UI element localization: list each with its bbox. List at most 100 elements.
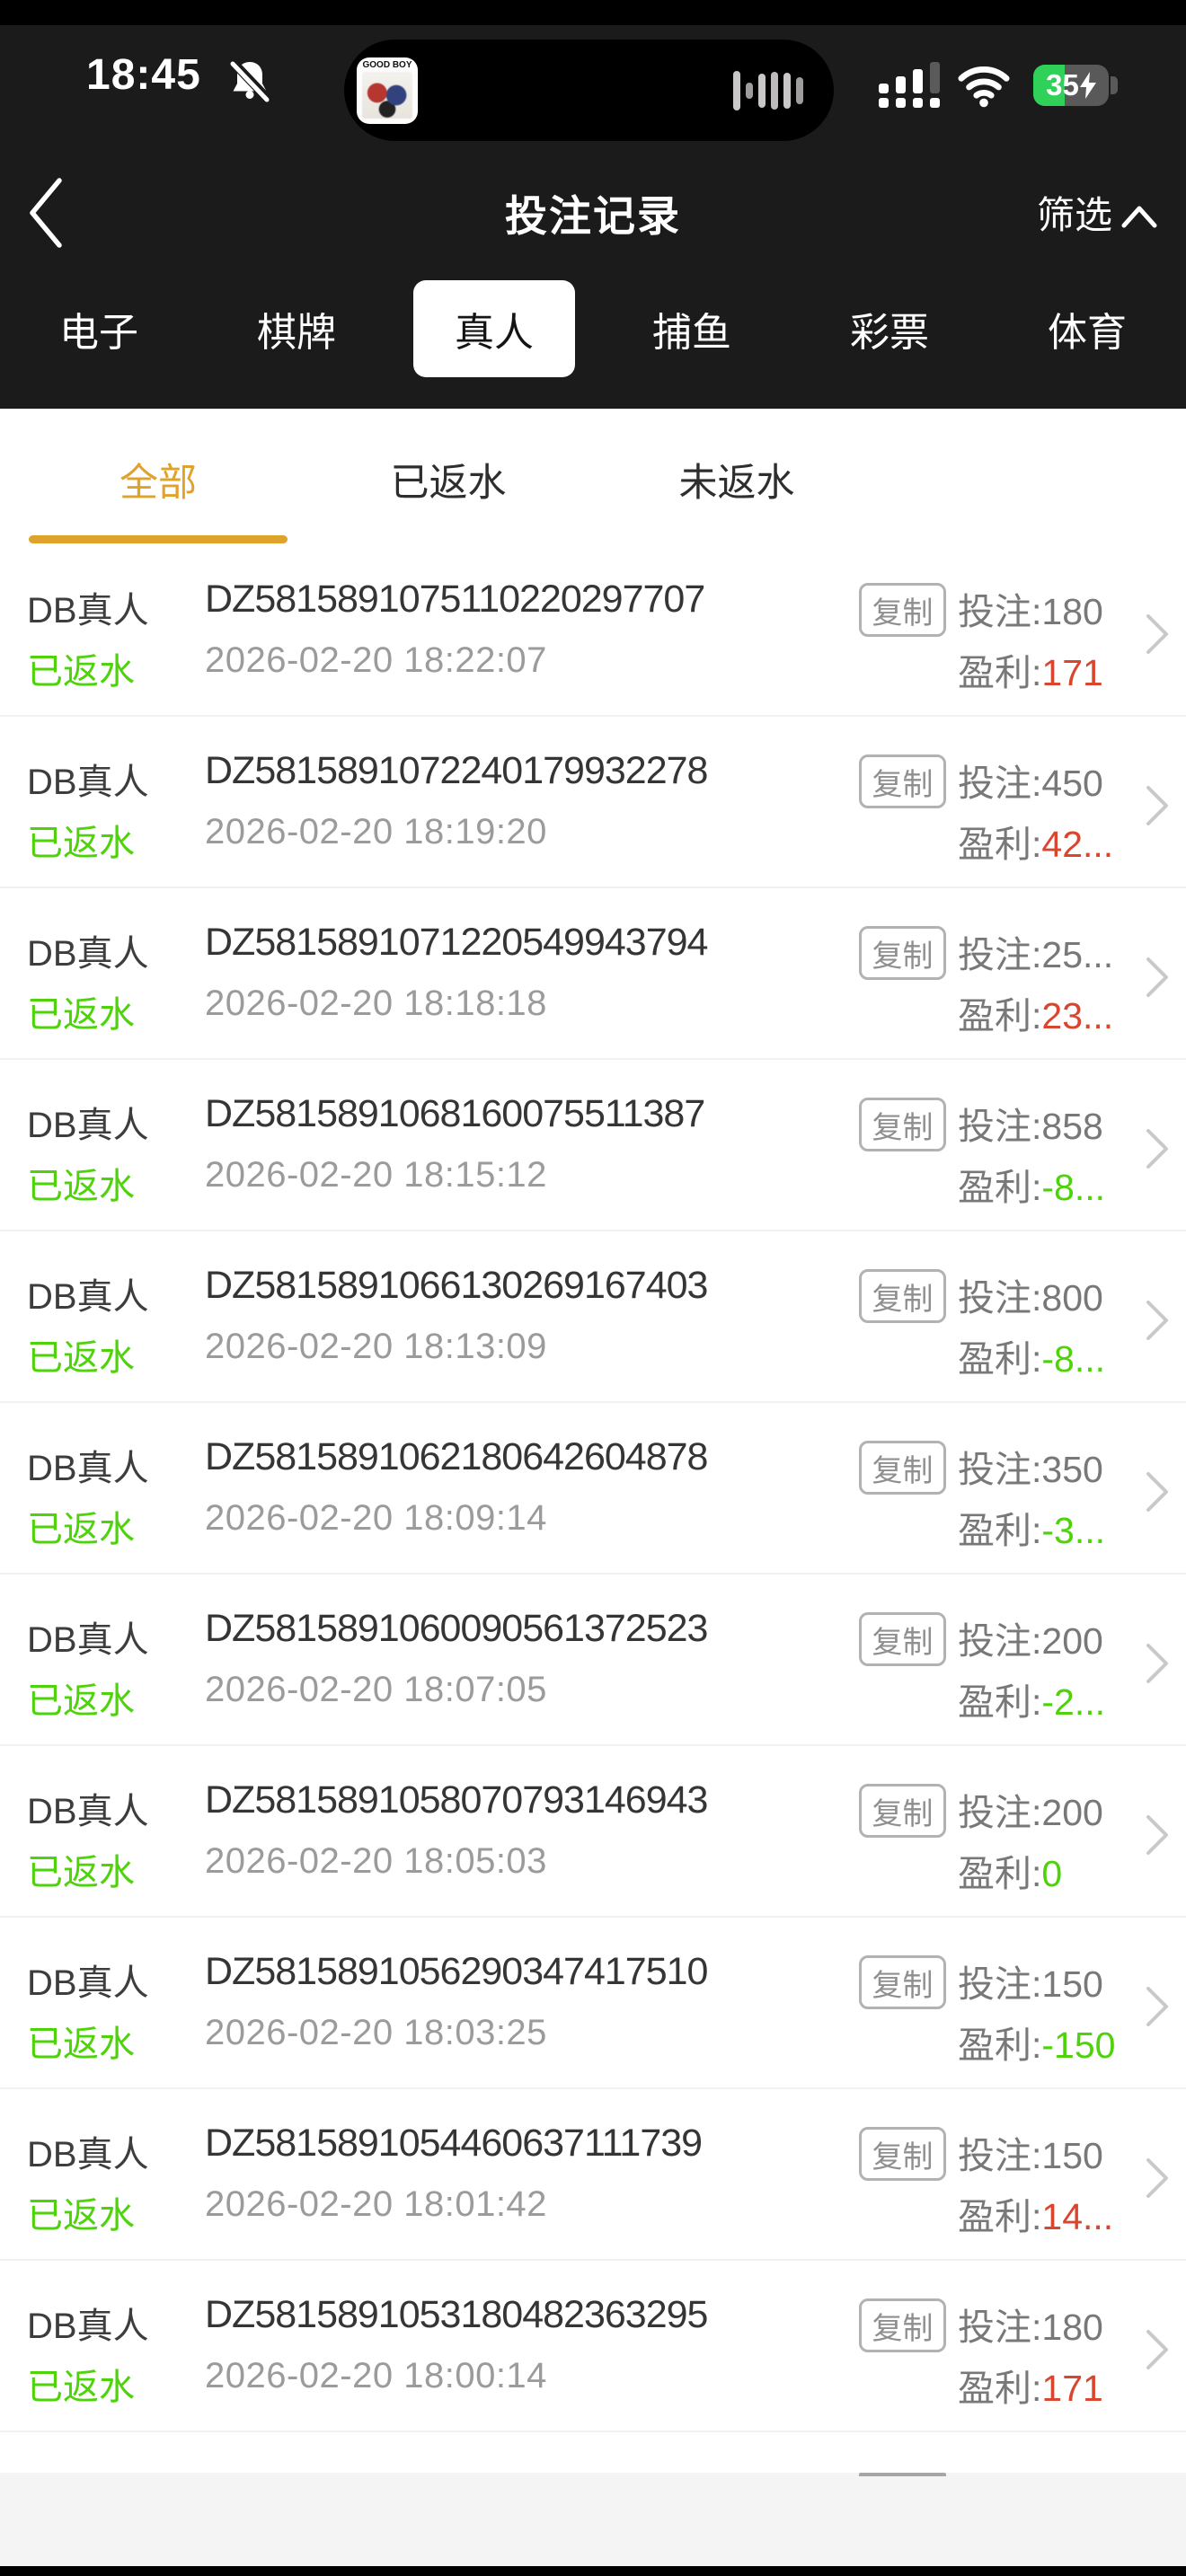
- order-datetime: 2026-02-20 18:03:25: [205, 2013, 547, 2052]
- audio-waveform-icon: [733, 66, 803, 115]
- copy-button[interactable]: 复制: [859, 1784, 946, 1838]
- bet-amount: 投注:25...: [958, 934, 1114, 975]
- record-row[interactable]: DB真人 已返水 DZ5815891066130269167403 2026-0…: [0, 1231, 1186, 1403]
- order-datetime: 2026-02-20 18:19:20: [205, 812, 547, 851]
- back-button[interactable]: [25, 176, 65, 250]
- now-playing-album-art: GOOD BOY: [357, 57, 418, 124]
- profit-value: -3...: [1041, 1510, 1106, 1551]
- bet-value: 25...: [1041, 934, 1114, 975]
- order-number: DZ5815891068160075511387: [205, 1092, 705, 1135]
- copy-button[interactable]: 复制: [859, 1955, 946, 2009]
- bet-amount: 投注:150: [958, 1963, 1103, 2005]
- provider-label: DB真人: [27, 1792, 149, 1831]
- profit-value: -8...: [1041, 1338, 1106, 1380]
- copy-button[interactable]: 复制: [859, 2127, 946, 2181]
- filter-tab-rebated[interactable]: 已返水: [390, 462, 507, 505]
- content-area: 全部 已返水 未返水 DB真人 已返水 DZ581589107511022029…: [0, 409, 1186, 2566]
- rebate-status-badge: 已返水: [27, 824, 135, 863]
- profit-amount: 盈利:-2...: [958, 1681, 1106, 1723]
- record-row[interactable]: DB真人 已返水 DZ5815891053180482363295 2026-0…: [0, 2261, 1186, 2432]
- chevron-right-icon: [1146, 1987, 1168, 2026]
- bet-amount: 投注:200: [958, 1792, 1103, 1833]
- category-tab[interactable]: 彩票: [791, 266, 988, 392]
- category-tab[interactable]: 棋牌: [198, 266, 395, 392]
- copy-button[interactable]: 复制: [859, 1612, 946, 1666]
- category-tab-label: 电子: [59, 311, 138, 355]
- bet-amount: 投注:180: [958, 2307, 1103, 2348]
- profit-amount: 盈利:171: [958, 652, 1103, 693]
- bet-amount: 投注:350: [958, 1449, 1103, 1490]
- record-row[interactable]: DB真人 已返水 DZ5815891075110220297707 2026-0…: [0, 545, 1186, 717]
- rebate-status-badge: 已返水: [27, 1167, 135, 1206]
- provider-label: DB真人: [27, 763, 149, 802]
- provider-label: DB真人: [27, 2135, 149, 2175]
- status-time: 18:45: [86, 51, 201, 99]
- rebate-status-badge: 已返水: [27, 652, 135, 692]
- category-tab[interactable]: 体育: [988, 266, 1186, 392]
- record-row[interactable]: DB真人 已返水 DZ5815891060090561372523 2026-0…: [0, 1575, 1186, 1746]
- filter-tab-not-rebated[interactable]: 未返水: [678, 462, 795, 505]
- category-tab-label: 体育: [1048, 311, 1127, 355]
- category-tab[interactable]: 真人: [395, 266, 593, 392]
- profit-amount: 盈利:-3...: [958, 1510, 1106, 1551]
- category-tab-label: 真人: [413, 280, 575, 377]
- copy-button[interactable]: 复制: [859, 1269, 946, 1323]
- profit-value: -2...: [1041, 1681, 1106, 1723]
- order-datetime: 2026-02-20 18:01:42: [205, 2184, 547, 2224]
- order-number: DZ5815891071220549943794: [205, 921, 708, 964]
- order-number: DZ5815891053180482363295: [205, 2293, 708, 2336]
- record-row[interactable]: DB真人 已返水 DZ5815891071220549943794 2026-0…: [0, 888, 1186, 1060]
- copy-button[interactable]: 复制: [859, 754, 946, 808]
- filter-tab-all[interactable]: 全部: [119, 462, 197, 505]
- order-number: DZ5815891060090561372523: [205, 1607, 708, 1650]
- album-art-figures: [362, 72, 412, 119]
- category-tab[interactable]: 电子: [0, 266, 198, 392]
- record-row[interactable]: DB真人 已返水 DZ5815891054460637111739 2026-0…: [0, 2089, 1186, 2261]
- profit-amount: 盈利:-8...: [958, 1167, 1106, 1208]
- order-datetime: 2026-02-20 18:15:12: [205, 1155, 547, 1195]
- record-row[interactable]: DB真人 已返水 DZ5815891068160075511387 2026-0…: [0, 1060, 1186, 1231]
- rebate-status-badge: 已返水: [27, 1681, 135, 1721]
- copy-button[interactable]: 复制: [859, 583, 946, 637]
- bet-value: 800: [1041, 1277, 1103, 1319]
- bet-value: 350: [1041, 1449, 1103, 1490]
- next-row-copy-button-edge: [859, 2473, 946, 2476]
- album-title: GOOD BOY: [362, 60, 412, 70]
- copy-button[interactable]: 复制: [859, 1441, 946, 1495]
- wifi-icon: [958, 66, 1010, 108]
- order-datetime: 2026-02-20 18:22:07: [205, 640, 547, 680]
- battery-percent: 35: [1046, 68, 1079, 101]
- header-section: 18:45 GOOD BOY: [0, 0, 1186, 409]
- copy-button[interactable]: 复制: [859, 926, 946, 980]
- filter-button[interactable]: 筛选: [1037, 185, 1157, 240]
- record-row[interactable]: DB真人 已返水 DZ5815891072240179932278 2026-0…: [0, 717, 1186, 888]
- bet-amount: 投注:200: [958, 1620, 1103, 1662]
- record-row[interactable]: DB真人 已返水 DZ5815891056290347417510 2026-0…: [0, 1918, 1186, 2089]
- provider-label: DB真人: [27, 2307, 149, 2346]
- copy-button[interactable]: 复制: [859, 1098, 946, 1151]
- bottom-bar: [0, 2566, 1186, 2576]
- profit-amount: 盈利:-150: [958, 2025, 1116, 2066]
- record-row[interactable]: DB真人 已返水 DZ5815891062180642604878 2026-0…: [0, 1403, 1186, 1575]
- order-datetime: 2026-02-20 18:00:14: [205, 2356, 547, 2395]
- bet-value: 200: [1041, 1792, 1103, 1833]
- chevron-right-icon: [1146, 957, 1168, 997]
- bet-value: 150: [1041, 2135, 1103, 2176]
- profit-amount: 盈利:0: [958, 1853, 1063, 1894]
- category-tab[interactable]: 捕鱼: [593, 266, 791, 392]
- chevron-right-icon: [1146, 1472, 1168, 1512]
- partial-next-row: [0, 2473, 1186, 2566]
- provider-label: DB真人: [27, 1106, 149, 1145]
- battery-cap: [1111, 76, 1118, 94]
- top-black-strip: [0, 0, 1186, 25]
- category-tab-label: 捕鱼: [652, 311, 731, 355]
- record-row[interactable]: DB真人 已返水 DZ5815891058070793146943 2026-0…: [0, 1746, 1186, 1918]
- order-number: DZ5815891072240179932278: [205, 749, 708, 792]
- copy-button[interactable]: 复制: [859, 2298, 946, 2352]
- filter-label: 筛选: [1036, 194, 1112, 236]
- profit-value: 42...: [1041, 824, 1114, 865]
- bet-value: 858: [1041, 1106, 1103, 1147]
- profit-amount: 盈利:14...: [958, 2196, 1114, 2237]
- dynamic-island[interactable]: GOOD BOY: [344, 40, 834, 141]
